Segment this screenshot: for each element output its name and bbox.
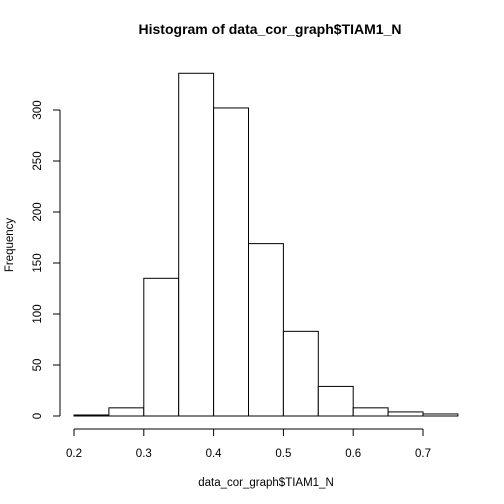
y-tick-label: 150 [32, 253, 44, 272]
y-tick-label: 0 [32, 413, 44, 419]
x-tick-label: 0.2 [66, 448, 82, 460]
histogram-bar [214, 108, 249, 416]
histogram-bar [353, 408, 388, 416]
histogram-bar [283, 331, 318, 416]
y-tick-label: 50 [32, 359, 44, 372]
x-tick-label: 0.4 [206, 448, 223, 460]
y-tick-label: 200 [32, 202, 44, 221]
chart-title: Histogram of data_cor_graph$TIAM1_N [139, 21, 402, 37]
histogram-bar [144, 278, 179, 416]
histogram-bar [388, 412, 423, 416]
y-tick-label: 300 [32, 100, 44, 119]
histogram-bar [109, 408, 144, 416]
x-tick-label: 0.3 [136, 448, 152, 460]
x-axis: 0.2 0.3 0.4 0.5 0.6 0.7 [66, 429, 431, 460]
x-tick-label: 0.7 [415, 448, 431, 460]
histogram-bar [179, 73, 214, 416]
x-axis-label: data_cor_graph$TIAM1_N [198, 477, 334, 489]
y-tick-label: 100 [32, 304, 44, 323]
histogram-bar [318, 386, 353, 416]
histogram-bar [423, 414, 458, 416]
bars-group [74, 73, 458, 416]
y-axis-label: Frequency [4, 218, 16, 273]
histogram-bar [74, 415, 109, 416]
x-tick-label: 0.6 [345, 448, 361, 460]
histogram-bar [249, 244, 284, 416]
y-tick-label: 250 [32, 151, 44, 170]
y-axis: 0 50 100 150 200 250 300 [32, 100, 60, 419]
x-tick-label: 0.5 [275, 448, 291, 460]
